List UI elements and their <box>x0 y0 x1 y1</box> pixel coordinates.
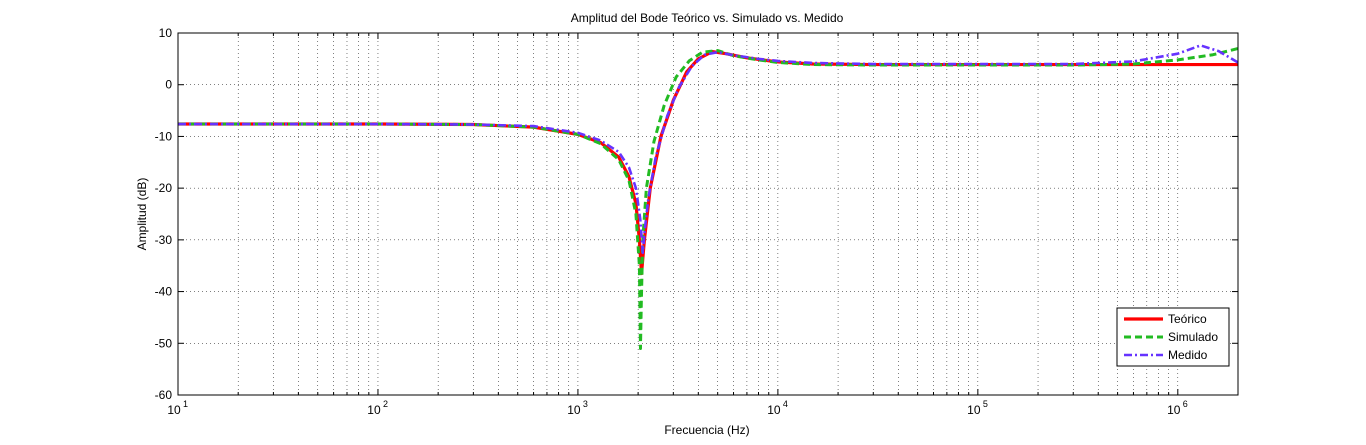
x-tick-exponent: 4 <box>783 399 788 409</box>
x-tick-exponent: 3 <box>583 399 588 409</box>
x-tick-label: 10 <box>167 403 181 417</box>
x-tick-label: 10 <box>1167 403 1181 417</box>
x-tick-exponent: 1 <box>183 399 188 409</box>
legend: Teórico Simulado Medido <box>1116 307 1230 367</box>
series-line-medido <box>178 44 1239 255</box>
x-tick-label: 10 <box>767 403 781 417</box>
x-tick-exponent: 5 <box>983 399 988 409</box>
x-axis-title: Frecuencia (Hz) <box>664 423 749 437</box>
y-tick-label: -60 <box>155 388 173 402</box>
plot-frame <box>177 32 1239 396</box>
plot-area <box>178 33 1238 395</box>
grid <box>177 32 1239 396</box>
y-tick-label: -10 <box>155 129 173 143</box>
y-tick-label: -20 <box>155 181 173 195</box>
y-tick-label: -30 <box>155 233 173 247</box>
legend-label: Teórico <box>1168 312 1207 326</box>
legend-label: Simulado <box>1168 330 1218 344</box>
x-tick-exponent: 2 <box>383 399 388 409</box>
x-tick-label: 10 <box>967 403 981 417</box>
legend-label: Medido <box>1168 348 1208 362</box>
x-tick-label: 10 <box>367 403 381 417</box>
chart-title: Amplitud del Bode Teórico vs. Simulado v… <box>571 11 844 25</box>
series-line-simulado <box>178 47 1239 350</box>
x-tick-label: 10 <box>567 403 581 417</box>
y-tick-label: 0 <box>165 78 172 92</box>
y-tick-label: -50 <box>155 336 173 350</box>
series-group <box>178 44 1239 350</box>
y-axis-title: Amplitud (dB) <box>135 178 149 251</box>
x-tick-exponent: 6 <box>1183 399 1188 409</box>
y-tick-label: 10 <box>159 26 173 40</box>
y-tick-label: -40 <box>155 285 173 299</box>
